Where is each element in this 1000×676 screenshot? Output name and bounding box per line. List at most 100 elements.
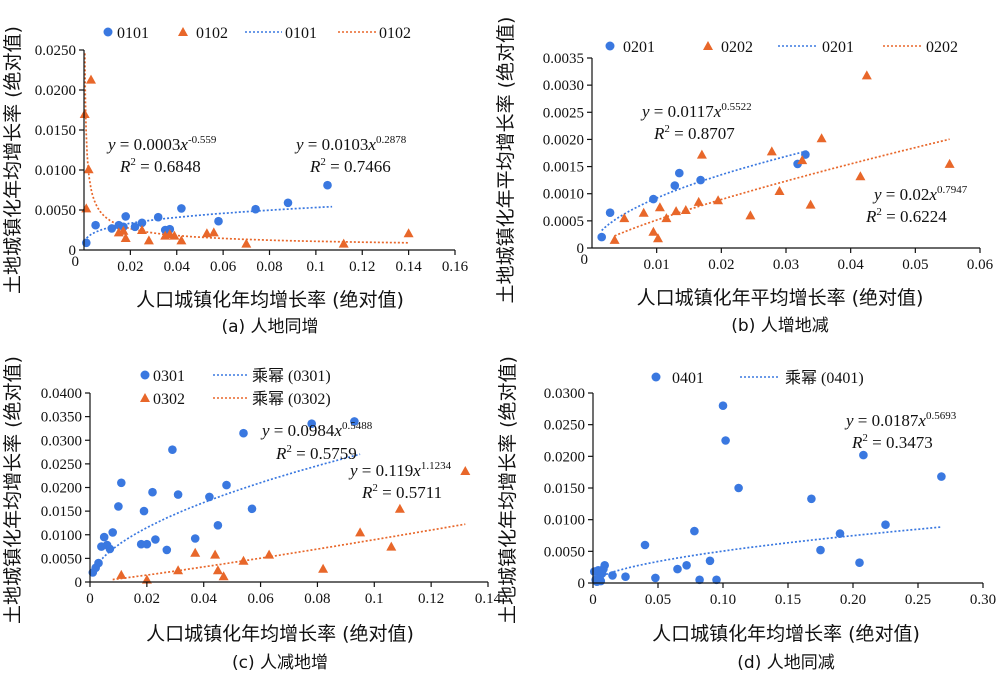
panel-d-marks [590,401,946,586]
panel-a-point-0101 [82,238,91,248]
panel-a-x-tick-label: 0.08 [256,259,282,275]
panel-b-legend-label-0202: 0202 [721,39,753,56]
panel-d-y-tick-label: 0 [578,576,586,592]
panel-c-y-tick-label: 0.0250 [41,457,82,473]
panel-c-point-0302 [173,565,184,575]
panel-d-point-0401 [835,529,845,538]
panel-d-point-0401 [816,545,825,555]
panel-a-x-tick-label: 0.06 [210,259,237,275]
panel-a-point-0101 [251,204,260,214]
panel-c-point-0302 [210,549,221,559]
panel-c-y-tick-label: 0.0300 [41,433,82,449]
panel-b-point-0202 [766,146,777,156]
panel-c-y-ticks: 0 0.0050 0.0100 0.0150 0.0200 0.0250 0.0300 0.0… [41,386,90,591]
panel-a-caption: (a) 人地同增 [221,317,318,337]
panel-c-r2-0302: R2 = 0.5711 [361,482,442,502]
panel-c-point-0301 [213,521,223,530]
panel-c-y-tick-label: 0.0350 [41,410,82,426]
panel-c-point-0302 [355,527,366,537]
panel-b-point-0202 [638,207,649,217]
panel-d-point-0401 [859,450,868,460]
panel-d: 0 0.05 0.10 0.15 0.20 0.25 0.30 00.00500.01000… [497,356,996,673]
panel-c-point-0301 [94,558,103,568]
panel-b-point-0201 [801,150,810,159]
panel-c-y-tick-label: 0 [75,575,83,591]
panel-d-r2-0401: R2 = 0.3473 [851,432,933,452]
panel-a-point-0101 [153,212,163,222]
panel-b-point-0202 [680,205,691,214]
panel-d-point-0401 [690,526,699,536]
panel-c-point-0301 [151,535,160,544]
panel-b-x-tick-label: 0.04 [838,257,865,273]
panel-d-point-0401 [705,556,715,566]
panel-c-point-0302 [212,565,223,575]
panel-b-fit-line-0201 [601,149,809,232]
panel-b-x-label: 人口城镇化年平均增长率 (绝对值) [637,287,924,309]
panel-a-legend-label-0101: 0101 [117,25,149,42]
panel-b-point-0202 [861,70,872,80]
panel-c-point-0301 [173,490,183,499]
panel-b-marks [597,70,955,244]
panel-a-y-tick-label: 0.0100 [35,163,76,179]
panel-a-y-tick-label: 0.0200 [35,83,76,99]
panel-c-x-label: 人口城镇化年均增长率 (绝对值) [146,623,414,645]
panel-b-point-0202 [653,233,663,243]
panel-c-point-0301 [190,534,200,543]
panel-b-point-0201 [649,194,658,204]
panel-c-point-0301 [350,417,359,426]
panel-b-point-0202 [693,196,704,206]
panel-b-point-0202 [696,149,707,159]
panel-c-point-0302 [190,547,201,557]
panel-c-point-0301 [99,532,109,542]
panel-b-x-ticks: 0.01 0.02 0.03 0.04 0.05 0.06 [644,248,994,273]
panel-b-point-0202 [745,210,756,220]
panel-c-point-0301 [168,445,177,455]
panel-c-point-0302 [318,563,329,573]
panel-a-point-0101 [283,198,293,208]
panel-a-point-0102 [208,227,219,237]
panel-b-x-tick-label: 0.01 [644,257,670,273]
panel-a-y-label: 土地城镇化年均增长率 (绝对值) [2,26,24,294]
panel-c-legend-marker-0301 [140,370,150,380]
panel-b: 0.01 0.02 0.03 0.04 0.05 0.06 0 0.0005 0.0010 0.… [495,17,994,336]
panel-a-y-tick-label: 0.0150 [35,123,76,139]
panel-b-point-0202 [671,206,682,216]
panel-c-point-0302 [116,569,127,579]
panel-b-legend-line-label-0201: 0201 [822,39,854,56]
panel-c-point-0301 [162,545,172,555]
panel-d-y-label: 土地城镇化年均增长率 (绝对值) [497,356,519,624]
panel-b-point-0202 [944,158,955,168]
panel-c-point-0302 [460,466,471,475]
panel-c-point-0301 [148,487,157,497]
panel-b-point-0202 [609,234,620,244]
panel-a-point-0102 [83,164,94,174]
panel-d-point-0401 [621,572,630,581]
panel-d-x-tick-label: 0.20 [840,592,866,608]
panel-c-x-tick-label: 0 [86,591,94,607]
panel-c-x-tick-label: 0.14 [475,591,502,607]
panel-a-x-tick-label: 0.14 [396,259,423,275]
panel-d-x-tick-label: 0 [589,592,597,608]
panel-d-x-tick-label: 0.25 [905,592,931,608]
panel-c-point-0301 [239,428,248,438]
panel-d-point-0401 [673,564,682,574]
panel-a-r2-0101: R2 = 0.7466 [309,156,391,176]
panel-a-point-0101 [137,218,147,228]
panel-b-equation-0202: y = 0.02x0.7947 [872,184,968,204]
panel-c-y-label: 土地城镇化年均增长率 (绝对值) [2,356,24,624]
panel-a-x-tick-label: 0.04 [164,259,191,275]
panel-d-x-tick-label: 0.10 [710,592,736,608]
panel-c-x-tick-label: 0.12 [418,591,444,607]
panel-a-legend-marker-0102 [178,27,188,36]
panel-c-legend-marker-0302 [140,393,150,402]
panel-a-point-0102 [201,228,212,238]
panel-d-y-tick-label: 0.0150 [544,481,585,497]
panel-b-point-0202 [648,226,659,236]
panel-b-x-tick-label: 0.06 [967,257,994,273]
panel-b-y-tick-label: 0.0020 [543,132,584,148]
panel-d-point-0401 [718,401,728,411]
panel-b-fit-line-0202 [614,138,950,237]
panel-c-point-0301 [114,502,123,511]
panel-d-caption: (d) 人地同减 [737,653,834,673]
